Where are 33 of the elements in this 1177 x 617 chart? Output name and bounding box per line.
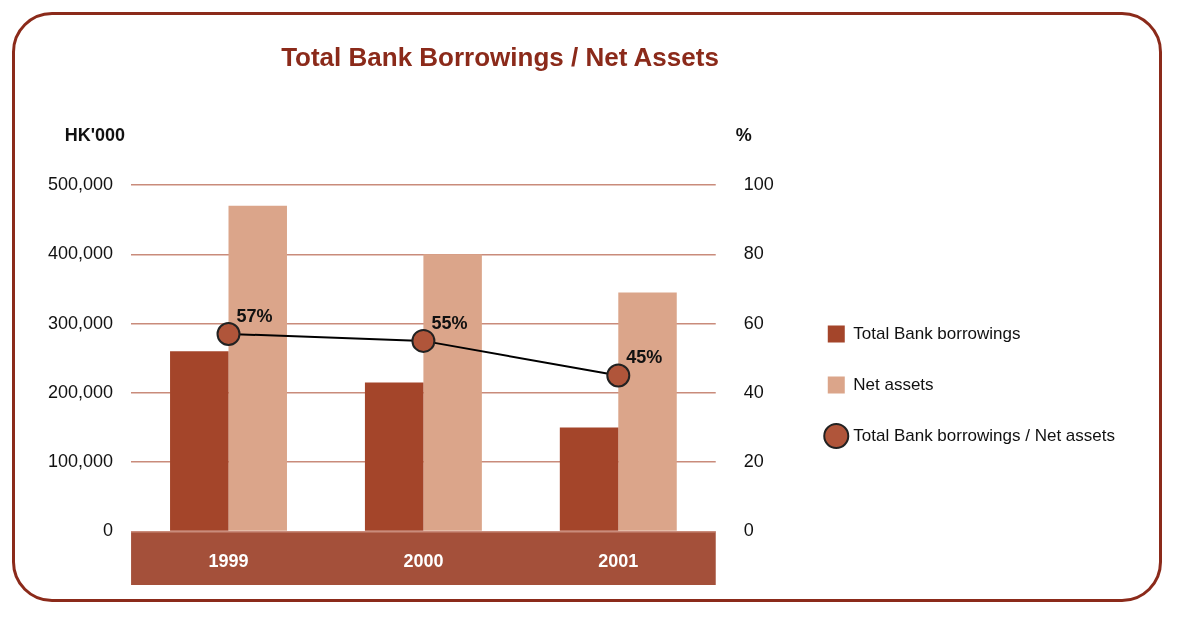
bar [364, 382, 424, 531]
y2-tick-label: 100 [743, 173, 774, 194]
x-tick-label: 1999 [208, 551, 249, 572]
y-tick-label: 200,000 [47, 381, 114, 402]
x-tick-label: 2000 [403, 551, 444, 572]
y-tick-label: 100,000 [47, 451, 114, 472]
point [411, 328, 436, 353]
point [216, 321, 241, 346]
y2-tick-label: 20 [743, 451, 764, 472]
data-label: 55% [431, 312, 468, 333]
bar [618, 292, 677, 531]
y2-tick-label: 0 [743, 520, 754, 541]
bar [228, 205, 287, 531]
y-tick-label: 400,000 [47, 243, 114, 264]
bar [423, 254, 482, 531]
y2-tick-label: 60 [743, 312, 764, 333]
y2-axis-title: % [735, 124, 752, 145]
data-label: 57% [236, 305, 273, 326]
legend-label: Total Bank borrowings / Net assets [853, 425, 1115, 445]
data-label: 45% [626, 347, 663, 368]
legend-label: Net assets [853, 374, 934, 394]
bar [170, 351, 229, 531]
legend-label: Total Bank borrowings [853, 323, 1021, 343]
y-tick-label: 0 [103, 520, 114, 541]
point [606, 363, 631, 388]
chart-title: Total Bank Borrowings / Net Assets [280, 42, 720, 73]
y-tick-label: 300,000 [47, 312, 114, 333]
y2-tick-label: 40 [743, 381, 764, 402]
y2-tick-label: 80 [743, 243, 764, 264]
y-axis-title: HK'000 [64, 124, 126, 145]
bar [559, 427, 619, 531]
y-tick-label: 500,000 [47, 173, 114, 194]
x-tick-label: 2001 [598, 551, 639, 572]
